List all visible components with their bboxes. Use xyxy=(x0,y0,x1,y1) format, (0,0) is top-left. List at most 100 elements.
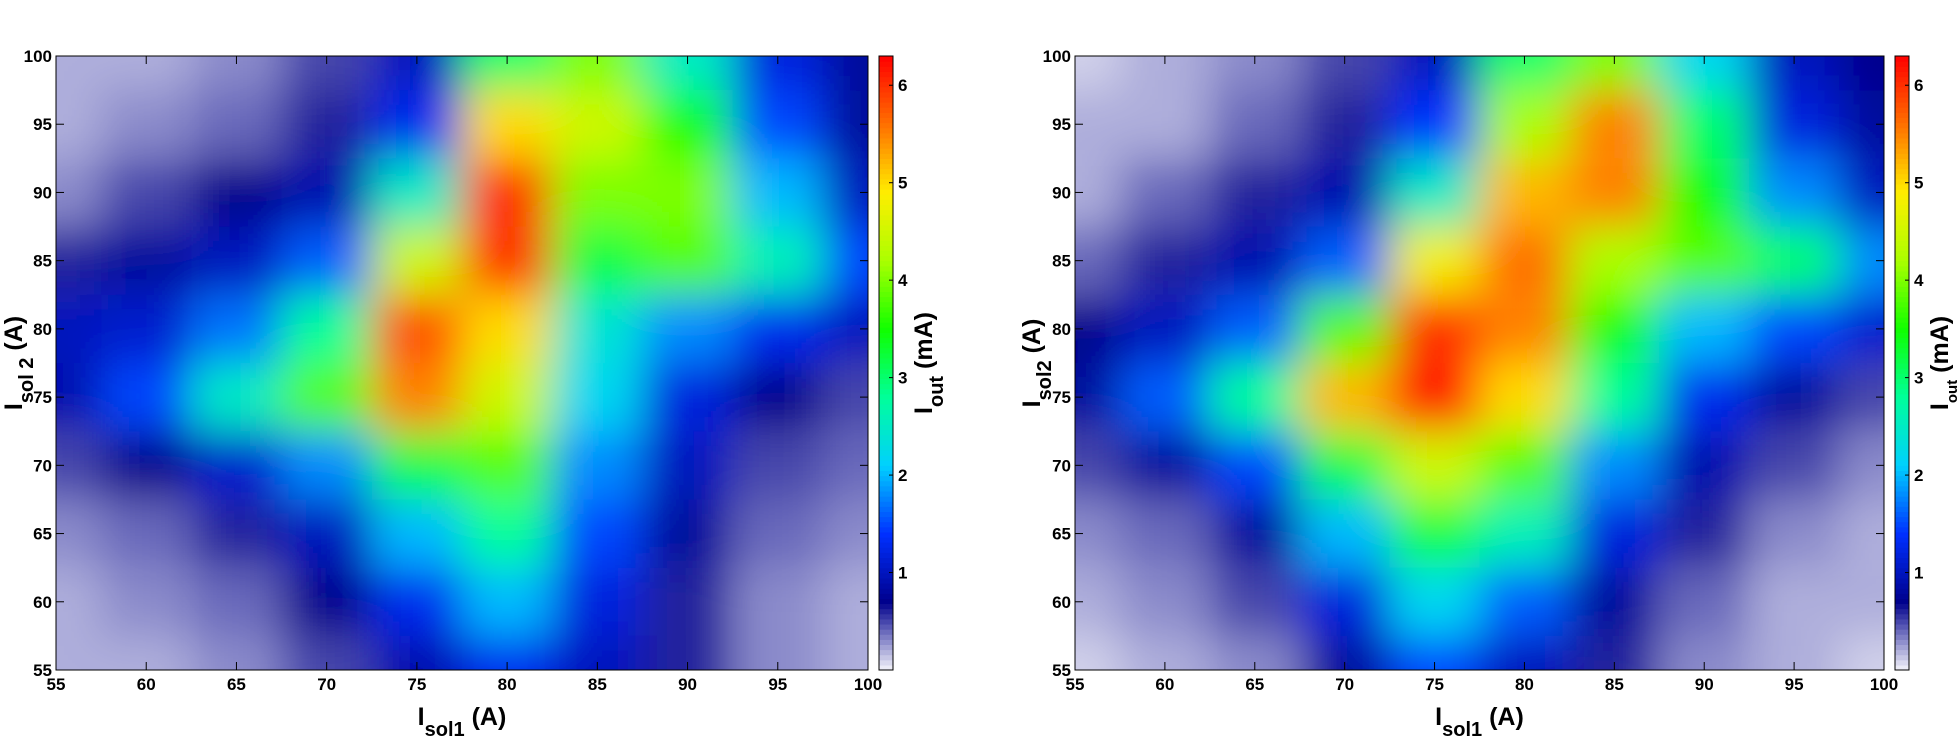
colorbar-frame xyxy=(1894,55,1910,671)
heat-cell xyxy=(462,56,553,91)
heat-cell xyxy=(1389,158,1480,227)
heat-cell xyxy=(191,499,282,568)
colorbar-swatch xyxy=(1895,107,1909,113)
heat-cell xyxy=(642,567,733,636)
heatmap xyxy=(56,56,868,670)
colorbar-swatch xyxy=(879,629,893,635)
colorbar-swatch xyxy=(879,347,893,354)
heat-cell xyxy=(1479,158,1570,227)
colorbar-swatch xyxy=(879,424,893,431)
x-axis-label-rest: (A) xyxy=(1482,703,1524,731)
heat-cell xyxy=(1659,158,1750,227)
x-axis-label-sub: sol1 xyxy=(1442,719,1482,741)
heat-cell xyxy=(1119,499,1210,568)
colorbar-swatch xyxy=(879,460,893,466)
heat-cell xyxy=(1209,294,1300,363)
x-axis-label-main: I xyxy=(418,703,425,731)
heat-cell xyxy=(1299,294,1390,363)
colorbar-swatch xyxy=(879,183,893,190)
colorbar-swatch xyxy=(879,357,893,364)
colorbar-swatch xyxy=(879,204,893,211)
x-tick-label: 90 xyxy=(1695,675,1714,694)
heat-cell xyxy=(642,226,733,295)
heat-cell xyxy=(281,499,372,568)
colorbar-swatch xyxy=(879,163,893,170)
heat-cell xyxy=(1569,499,1660,568)
colorbar-swatch xyxy=(879,649,893,656)
colorbar-swatch xyxy=(1895,71,1909,78)
colorbar-swatch xyxy=(1895,598,1909,605)
heat-cell xyxy=(371,158,462,227)
colorbar-swatch xyxy=(1895,332,1909,339)
colorbar-swatch xyxy=(879,250,893,257)
colorbar-swatch xyxy=(879,158,893,165)
colorbar-swatch xyxy=(879,86,893,93)
colorbar-label-main: I xyxy=(1926,403,1954,410)
heat-cell xyxy=(1209,90,1300,159)
colorbar-swatch xyxy=(1895,629,1909,635)
colorbar-swatch xyxy=(879,117,893,124)
colorbar-swatch xyxy=(879,567,893,574)
y-axis-label: Isol2 (A) xyxy=(1018,319,1056,408)
colorbar-swatch xyxy=(879,71,893,78)
heat-cell xyxy=(642,90,733,159)
colorbar-tick-label: 4 xyxy=(1914,271,1924,290)
colorbar-swatch xyxy=(879,352,893,359)
y-tick-label: 100 xyxy=(24,47,52,66)
colorbar-swatch xyxy=(879,521,893,528)
colorbar-swatch xyxy=(879,363,893,369)
colorbar-swatch xyxy=(879,332,893,339)
colorbar-swatch xyxy=(1895,86,1909,93)
colorbar-swatch xyxy=(879,194,893,200)
colorbar-swatch xyxy=(1895,183,1909,190)
colorbar-swatch xyxy=(1895,56,1909,62)
heat-cell xyxy=(371,431,462,500)
heat-cell xyxy=(822,635,868,670)
colorbar-swatch xyxy=(879,61,893,67)
colorbar-tick-label: 1 xyxy=(1914,564,1923,583)
colorbar-swatch xyxy=(879,455,893,461)
colorbar-swatch xyxy=(879,501,893,507)
colorbar-swatch xyxy=(1895,153,1909,159)
x-tick-label: 55 xyxy=(1066,675,1085,694)
colorbar-swatch xyxy=(879,301,893,308)
heat-cell xyxy=(1299,363,1390,432)
x-tick-label: 85 xyxy=(588,675,607,694)
heat-cell xyxy=(281,90,372,159)
colorbar-swatch xyxy=(1895,255,1909,262)
colorbar-swatch xyxy=(1895,306,1909,313)
heat-cell xyxy=(732,226,823,295)
colorbar-swatch xyxy=(1895,572,1909,579)
y-tick-label: 80 xyxy=(1052,320,1071,339)
heat-cell xyxy=(1569,363,1660,432)
colorbar-swatch xyxy=(879,470,893,477)
colorbar-swatch xyxy=(1895,112,1909,118)
y-tick-label: 60 xyxy=(1052,593,1071,612)
heat-cell xyxy=(1209,567,1300,636)
colorbar-swatch xyxy=(879,465,893,472)
heat-cell xyxy=(1659,431,1750,500)
heat-cell xyxy=(732,499,823,568)
heat-cell xyxy=(552,294,643,363)
colorbar-swatch xyxy=(1895,204,1909,211)
colorbar-swatch xyxy=(1895,526,1909,533)
colorbar-swatch xyxy=(879,434,893,441)
colorbar-swatch xyxy=(879,480,893,487)
heat-cell xyxy=(1119,363,1210,432)
colorbar-swatch xyxy=(879,654,893,661)
colorbar-swatch xyxy=(879,373,893,379)
colorbar-tick-label: 5 xyxy=(898,174,907,193)
colorbar-swatch xyxy=(879,506,893,512)
y-tick-label: 85 xyxy=(33,252,52,271)
y-tick-label: 90 xyxy=(33,183,52,202)
colorbar-swatch xyxy=(879,490,893,497)
colorbar-swatch xyxy=(1895,250,1909,257)
heat-cell xyxy=(1209,226,1300,295)
colorbar-swatch xyxy=(1895,536,1909,543)
heat-cell xyxy=(1389,294,1480,363)
heat-cell xyxy=(1119,431,1210,500)
colorbar-swatch xyxy=(1895,148,1909,154)
colorbar-swatch xyxy=(1895,373,1909,379)
heat-cell xyxy=(281,294,372,363)
colorbar-swatch xyxy=(879,393,893,400)
